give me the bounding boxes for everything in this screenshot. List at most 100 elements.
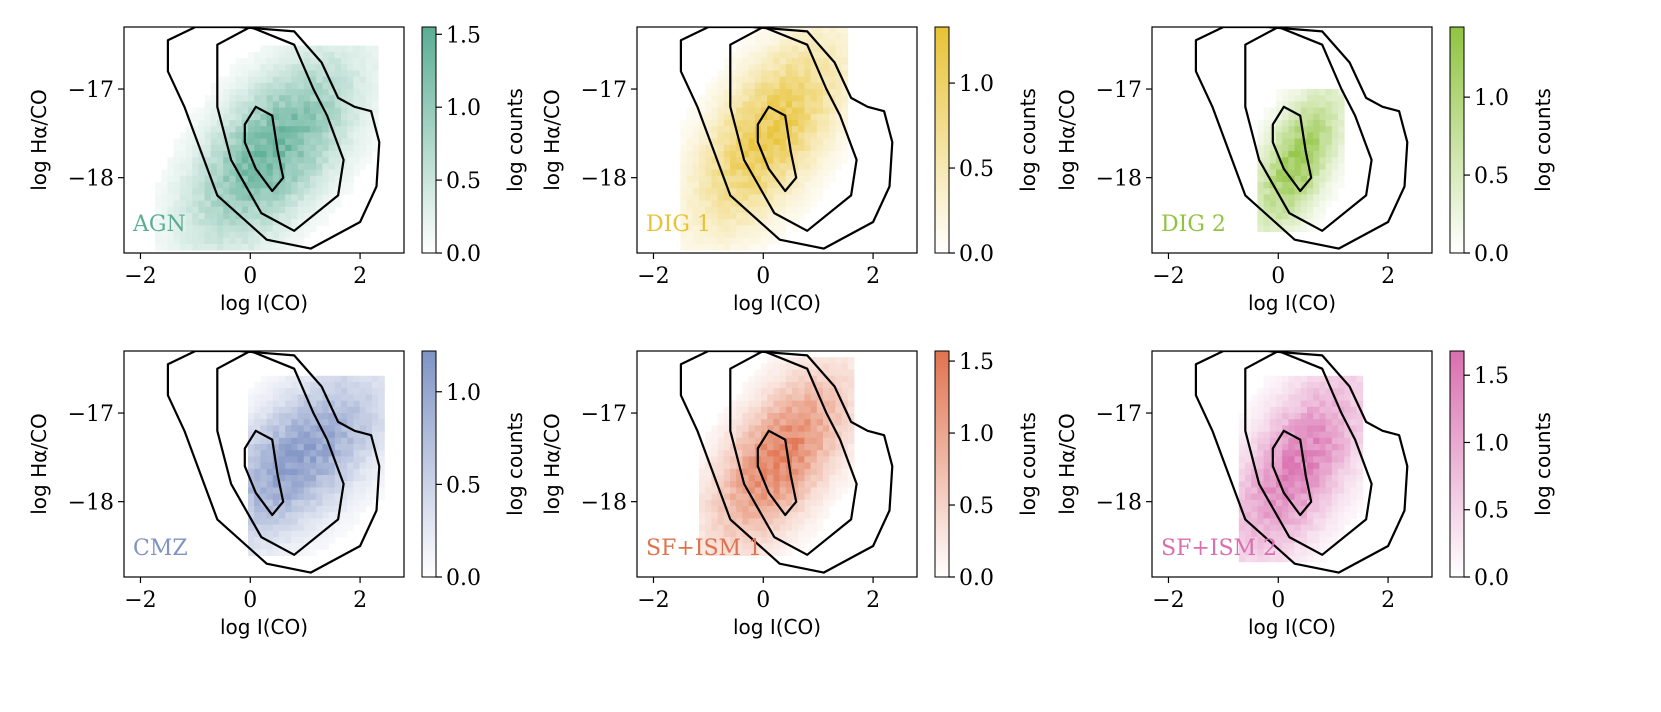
heatmap-cell (773, 543, 780, 550)
heatmap-cell (723, 518, 731, 525)
heatmap-cell (1356, 468, 1364, 476)
heatmap-cell (279, 444, 286, 451)
heatmap-cell (1294, 375, 1302, 383)
heatmap-cell (804, 425, 811, 432)
heatmap-cell (1238, 543, 1246, 550)
heatmap-cell (1269, 518, 1277, 525)
heatmap-cell (1288, 394, 1295, 401)
heatmap-cell (248, 549, 255, 556)
heatmap-cell (699, 444, 706, 451)
heatmap-cell (1251, 431, 1258, 439)
heatmap-cell (792, 64, 799, 71)
heatmap-cell (823, 487, 830, 494)
heatmap-cell (748, 89, 756, 96)
heatmap-cell (272, 530, 280, 538)
heatmap-cell (279, 45, 286, 53)
heatmap-cell (829, 468, 836, 476)
heatmap-cell (711, 512, 718, 519)
heatmap-cell (266, 382, 274, 389)
heatmap-cell (1338, 499, 1345, 507)
heatmap-cell (266, 132, 274, 139)
heatmap-cell (748, 182, 756, 189)
heatmap-cell (736, 89, 743, 96)
heatmap-cell (742, 394, 749, 401)
heatmap-cell (235, 58, 243, 65)
heatmap-cell (1300, 175, 1308, 183)
heatmap-cell (1257, 182, 1264, 189)
heatmap-cell (761, 382, 768, 389)
heatmap-cell (285, 200, 292, 208)
heatmap-cell (717, 76, 725, 84)
heatmap-cell (767, 95, 774, 102)
heatmap-cell (773, 444, 780, 451)
heatmap-cell (204, 219, 212, 226)
y-tick-label: −18 (68, 491, 114, 516)
heatmap-cell (767, 388, 774, 395)
heatmap-cell (1331, 107, 1339, 115)
heatmap-cell (779, 512, 787, 519)
heatmap-cell (841, 132, 849, 139)
heatmap-cell (291, 518, 298, 525)
heatmap-cell (254, 89, 261, 96)
heatmap-cell (303, 543, 311, 550)
heatmap-cell (272, 431, 280, 439)
x-tick-label: 2 (353, 264, 367, 289)
heatmap-cell (1294, 425, 1302, 432)
heatmap-cell (754, 406, 762, 414)
heatmap-cell (748, 188, 756, 195)
heatmap-cell (235, 89, 243, 96)
heatmap-cell (297, 475, 305, 482)
heatmap-cell (792, 163, 799, 170)
heatmap-cell (167, 182, 174, 189)
heatmap-cell (779, 487, 787, 494)
heatmap-cell (810, 487, 818, 494)
heatmap-cell (223, 132, 230, 139)
heatmap-cell (773, 524, 780, 532)
heatmap-cell (1344, 462, 1351, 470)
heatmap-cell (254, 419, 261, 426)
heatmap-cell (341, 120, 348, 127)
heatmap-cell (1331, 375, 1339, 383)
heatmap-cell (359, 499, 367, 507)
heatmap-cell (1319, 425, 1326, 432)
heatmap-cell (316, 107, 323, 115)
heatmap-cell (748, 163, 756, 170)
heatmap-cell (841, 357, 849, 364)
heatmap-cell (717, 244, 725, 251)
heatmap-cell (1331, 151, 1339, 158)
heatmap-cell (804, 524, 811, 532)
heatmap-cell (1350, 425, 1357, 432)
heatmap-cell (353, 493, 360, 501)
heatmap-cell (266, 462, 274, 470)
heatmap-cell (1257, 200, 1264, 208)
heatmap-cell (1288, 388, 1295, 395)
heatmap-cell (310, 126, 317, 133)
heatmap-cell (173, 200, 181, 208)
heatmap-cell (365, 462, 373, 470)
heatmap-cell (303, 499, 311, 507)
heatmap-cell (279, 120, 286, 127)
heatmap-cell (823, 33, 830, 40)
heatmap-cell (297, 188, 305, 195)
heatmap-cell (297, 481, 305, 488)
heatmap-cell (260, 70, 267, 77)
heatmap-cell (841, 45, 849, 53)
heatmap-cell (711, 225, 718, 232)
heatmap-cell (823, 51, 830, 59)
heatmap-cell (823, 138, 830, 146)
heatmap-cell (816, 58, 824, 65)
heatmap-cell (748, 450, 756, 457)
heatmap-cell (748, 388, 756, 395)
heatmap-cell (754, 151, 762, 158)
heatmap-cell (841, 437, 849, 445)
heatmap-cell (378, 468, 385, 476)
heatmap-cell (297, 530, 305, 538)
heatmap-cell (835, 456, 842, 463)
heatmap-cell (1319, 431, 1326, 439)
heatmap-cell (792, 413, 799, 420)
heatmap-cell (347, 394, 354, 401)
heatmap-cell (792, 39, 799, 46)
heatmap-cell (279, 487, 286, 494)
heatmap-cell (779, 206, 787, 214)
